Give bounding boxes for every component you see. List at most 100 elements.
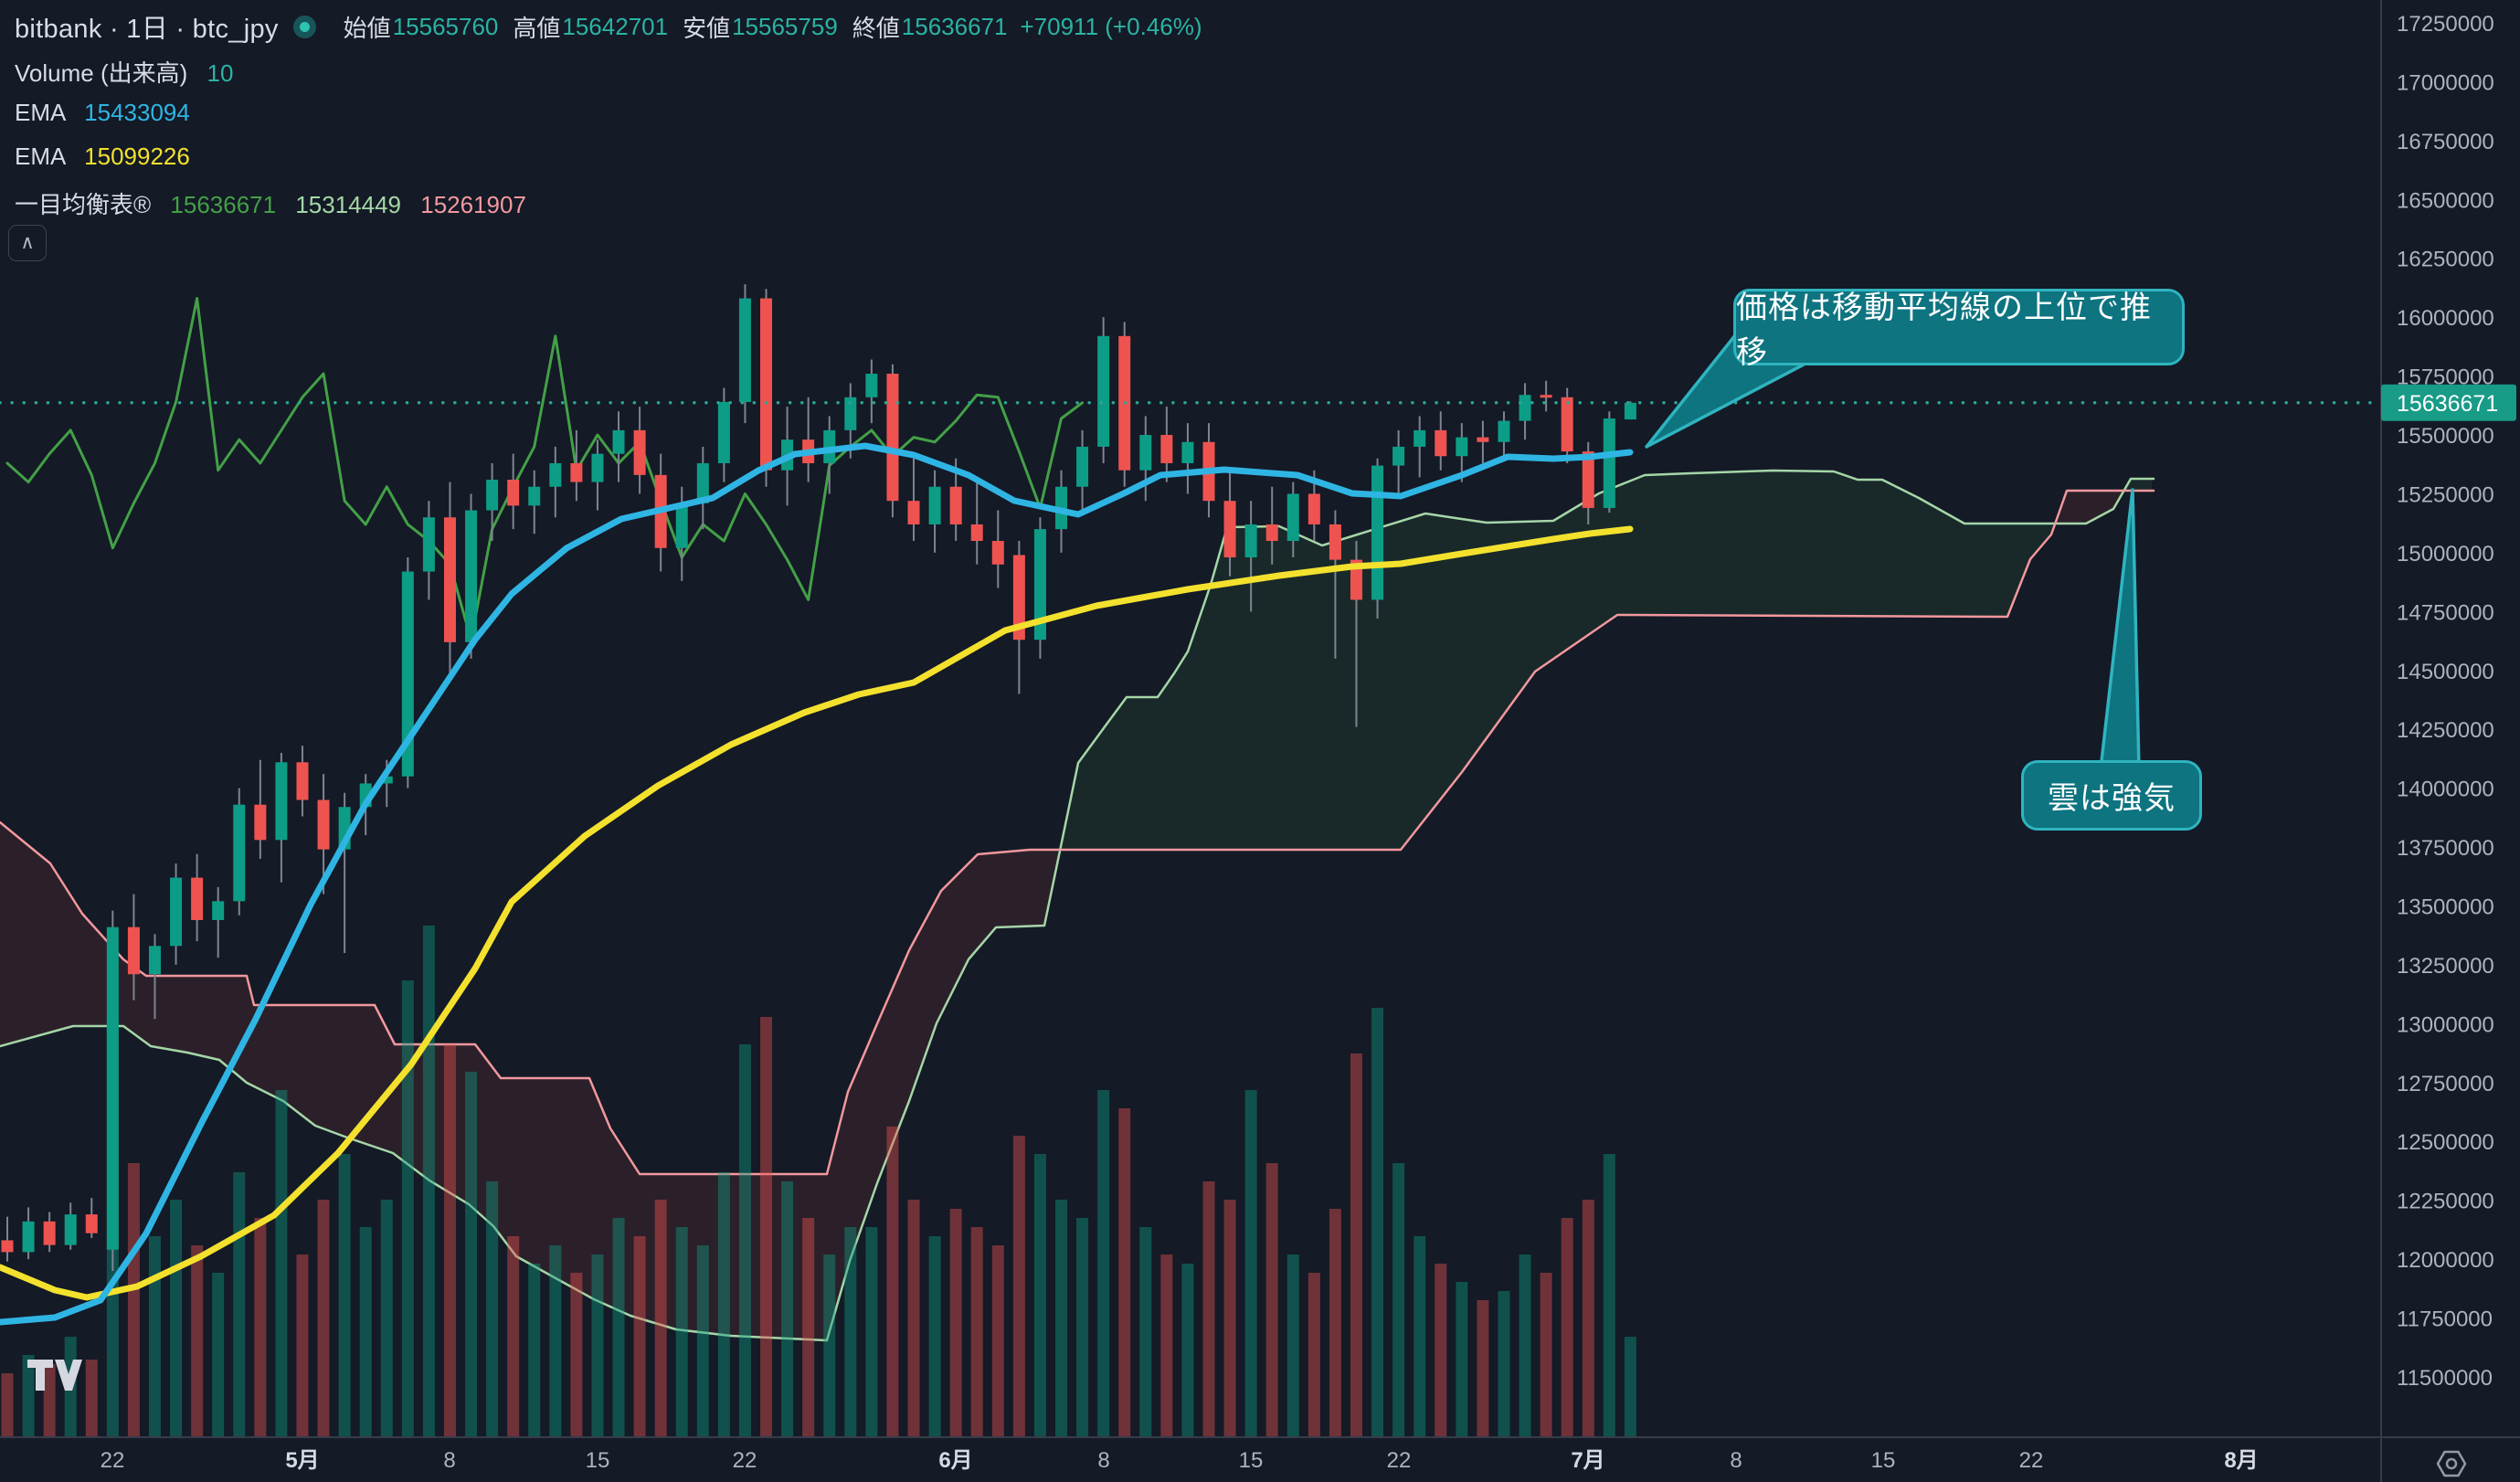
symbol-title[interactable]: bitbank · 1日 · btc_jpy bbox=[15, 15, 279, 44]
volume-bar bbox=[696, 1245, 709, 1437]
time-axis-label: 22 bbox=[733, 1448, 757, 1473]
volume-bar bbox=[549, 1245, 562, 1437]
candle-body bbox=[106, 926, 119, 1250]
volume-bar bbox=[528, 1264, 541, 1437]
volume-bar bbox=[1519, 1254, 1531, 1437]
volume-bar bbox=[22, 1355, 35, 1437]
ema-slow-value: 15099226 bbox=[84, 143, 190, 170]
candle-body bbox=[296, 762, 309, 800]
chikou-span-line bbox=[5, 297, 1085, 641]
candle-body bbox=[275, 762, 288, 841]
volume-bar bbox=[1350, 1053, 1362, 1437]
volume-bar bbox=[127, 1163, 140, 1437]
candle-body bbox=[1033, 529, 1046, 640]
price-axis-label: 13000000 bbox=[2397, 1012, 2494, 1037]
volume-bar bbox=[507, 1236, 520, 1437]
annotation-tail bbox=[2099, 488, 2141, 771]
legend-ema-slow-row[interactable]: EMA 15099226 bbox=[15, 143, 190, 171]
ema-fast-value: 15433094 bbox=[84, 99, 190, 126]
gear-circle bbox=[2445, 1457, 2458, 1470]
volume-bar bbox=[1265, 1163, 1278, 1437]
price-axis-label: 16000000 bbox=[2397, 306, 2494, 331]
candle-body bbox=[1160, 435, 1173, 463]
volume-bar bbox=[233, 1172, 246, 1437]
volume-bar bbox=[781, 1181, 794, 1437]
volume-label: Volume (出来高) bbox=[15, 59, 188, 87]
candle-body bbox=[1181, 441, 1194, 463]
volume-bar bbox=[1540, 1273, 1552, 1437]
volume-bar bbox=[275, 1090, 288, 1437]
candle-body bbox=[43, 1221, 56, 1245]
volume-bar bbox=[1202, 1181, 1215, 1437]
price-axis-label: 13500000 bbox=[2397, 894, 2494, 919]
candle-body bbox=[1012, 555, 1025, 640]
volume-bar bbox=[612, 1218, 625, 1437]
candle-body bbox=[886, 374, 899, 502]
gear-hexagon bbox=[2436, 1450, 2467, 1477]
candle-body bbox=[317, 799, 330, 850]
candle-body bbox=[507, 480, 520, 506]
volume-bar bbox=[1286, 1254, 1299, 1437]
time-axis-label: 15 bbox=[1239, 1448, 1264, 1473]
candle-body bbox=[1329, 524, 1341, 560]
candle-body bbox=[1519, 395, 1531, 421]
candle-body bbox=[1371, 465, 1384, 600]
candle-body bbox=[675, 503, 688, 548]
volume-bar bbox=[296, 1254, 309, 1437]
time-axis-label: 22 bbox=[1387, 1448, 1412, 1473]
volume-bar bbox=[570, 1273, 583, 1437]
volume-bar bbox=[1582, 1200, 1594, 1437]
ichimoku-cloud bbox=[2056, 491, 2122, 524]
price-axis-label: 13250000 bbox=[2397, 954, 2494, 979]
price-axis-label: 14000000 bbox=[2397, 778, 2494, 802]
volume-bar bbox=[1223, 1200, 1236, 1437]
ema-fast-label: EMA bbox=[15, 99, 65, 126]
ichimoku-cloud bbox=[2124, 479, 2152, 491]
candle-body bbox=[970, 524, 983, 542]
volume-bar bbox=[1308, 1273, 1320, 1437]
time-axis-label: 8 bbox=[443, 1448, 455, 1473]
volume-bar bbox=[1244, 1090, 1257, 1437]
volume-bar bbox=[401, 980, 414, 1437]
candle-body bbox=[1308, 493, 1320, 524]
ichimoku-value-1: 15636671 bbox=[170, 191, 277, 218]
price-axis[interactable]: 17250000 17000000 16750000 16500000 16250000… bbox=[2381, 12, 2516, 1391]
candle-body bbox=[64, 1214, 77, 1245]
price-axis-label: 12250000 bbox=[2397, 1190, 2494, 1214]
annotation-cloud-note[interactable]: 雲は強気 bbox=[2021, 760, 2202, 831]
candle-body bbox=[612, 429, 625, 454]
volume-bar bbox=[1392, 1163, 1405, 1437]
volume-bar bbox=[1097, 1090, 1110, 1437]
legend-collapse-button[interactable]: ∧ bbox=[8, 225, 47, 261]
change-value: +70911 (+0.46%) bbox=[1020, 12, 1202, 40]
high-label: 高値 bbox=[513, 14, 561, 42]
volume-bar bbox=[823, 1254, 836, 1437]
volume-bar bbox=[1477, 1300, 1489, 1437]
legend-ichimoku-row[interactable]: 一目均衡表® 15636671 15314449 15261907 bbox=[15, 186, 526, 220]
low-value: 15565759 bbox=[732, 12, 838, 40]
volume-bar bbox=[148, 1236, 161, 1437]
logo-glyph-t bbox=[27, 1360, 53, 1391]
volume-bar bbox=[907, 1200, 920, 1437]
legend-volume-row[interactable]: Volume (出来高) 10 bbox=[15, 55, 233, 89]
volume-bar bbox=[760, 1017, 773, 1437]
legend-ema-fast-row[interactable]: EMA 15433094 bbox=[15, 99, 190, 127]
annotation-ma-note[interactable]: 価格は移動平均線の上位で推移 bbox=[1733, 289, 2185, 370]
market-status-dot bbox=[292, 15, 316, 38]
ema-fast-line bbox=[0, 442, 1634, 1326]
tradingview-logo[interactable] bbox=[27, 1360, 82, 1391]
volume-bar bbox=[1, 1373, 14, 1437]
close-value: 15636671 bbox=[901, 12, 1008, 40]
time-axis[interactable]: 22 5月 8 15 22 6月 8 15 22 7月 8 15 22 8月 bbox=[101, 1448, 2259, 1473]
gear-icon[interactable] bbox=[2436, 1450, 2467, 1477]
price-axis-label: 16750000 bbox=[2397, 130, 2494, 154]
price-axis-label: 16500000 bbox=[2397, 188, 2494, 213]
volume-bar bbox=[1033, 1154, 1046, 1437]
candle-body bbox=[865, 374, 878, 397]
volume-bar bbox=[1118, 1108, 1131, 1437]
time-axis-label: 7月 bbox=[1571, 1448, 1604, 1473]
price-axis-label: 12750000 bbox=[2397, 1072, 2494, 1096]
volume-bar bbox=[486, 1181, 499, 1437]
